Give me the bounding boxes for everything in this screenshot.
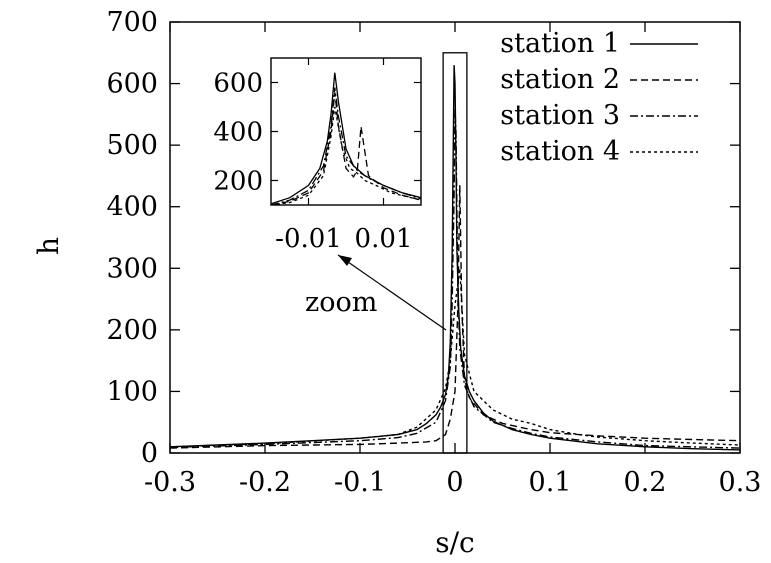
x-tick-label: 0.2 xyxy=(624,467,667,498)
inset-x-tick-label: 0.01 xyxy=(355,224,413,254)
x-tick-label: -0.2 xyxy=(239,467,291,498)
y-tick-label: 400 xyxy=(106,192,158,223)
inset-y-tick-label: 200 xyxy=(213,167,263,197)
zoom-annotation: zoom xyxy=(305,287,377,318)
inset-y-tick-label: 400 xyxy=(213,118,263,148)
y-tick-label: 300 xyxy=(106,253,158,284)
zoom-box xyxy=(442,52,468,454)
y-tick-label: 600 xyxy=(106,69,158,100)
inset-plot: 200 400 600 -0.01 0.01 xyxy=(213,57,422,254)
legend-label-3: station 3 xyxy=(500,100,620,131)
x-axis-label: s/c xyxy=(435,526,474,559)
y-tick-label: 200 xyxy=(106,315,158,346)
inset-series-line-3 xyxy=(271,87,421,205)
inset-series-line-4 xyxy=(271,106,421,205)
legend-label-4: station 4 xyxy=(500,136,620,167)
y-tick-label: 700 xyxy=(106,7,158,38)
x-tick-label: 0.3 xyxy=(719,467,762,498)
series-line-3 xyxy=(170,108,740,449)
inset-x-tick-label: -0.01 xyxy=(275,224,342,254)
x-tick-label: -0.3 xyxy=(144,467,196,498)
y-tick-label: 500 xyxy=(106,130,158,161)
series-line-4 xyxy=(170,268,740,448)
inset-y-tick-label: 600 xyxy=(213,69,263,99)
zoom-arrow-line xyxy=(337,254,447,331)
main-plot: 0 100 200 300 400 500 600 700 -0.3 -0.2 -0.1 0 0.1 0.… xyxy=(32,7,761,559)
inset-series-line-2 xyxy=(271,92,421,205)
x-tick-label: -0.1 xyxy=(334,467,386,498)
x-tick-label: 0.1 xyxy=(529,467,572,498)
legend-label-1: station 1 xyxy=(500,28,620,59)
series-group xyxy=(170,65,740,451)
series-line-2 xyxy=(170,185,740,449)
legend-label-2: station 2 xyxy=(500,64,620,95)
zoom-arrow-head xyxy=(338,255,352,266)
x-tick-label: 0 xyxy=(446,467,463,498)
y-tick-label: 100 xyxy=(106,376,158,407)
inset-frame xyxy=(270,57,422,206)
legend: station 1 station 2 station 3 station 4 xyxy=(500,28,698,167)
y-tick-label: 0 xyxy=(141,438,158,469)
y-axis-label: h xyxy=(32,237,65,255)
inset-series-group xyxy=(271,72,421,205)
